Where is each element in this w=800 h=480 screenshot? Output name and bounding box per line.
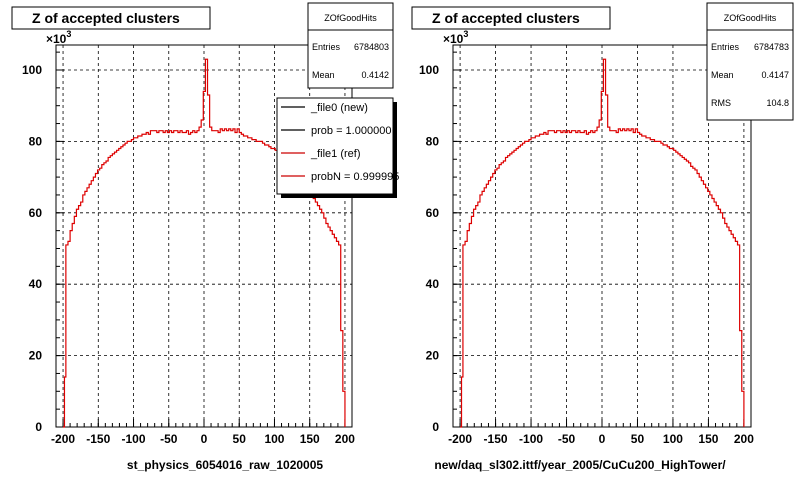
x-tick-label: 200 <box>335 432 355 446</box>
stats-row-value: 6784783 <box>754 42 789 52</box>
stats-row-label: Mean <box>312 70 335 80</box>
legend-box <box>276 97 394 195</box>
x-tick-label: -200 <box>448 432 472 446</box>
x-tick-label: -150 <box>484 432 508 446</box>
stats-name: ZOfGoodHits <box>324 13 377 23</box>
x-tick-label: 150 <box>300 432 320 446</box>
y-tick-label: 0 <box>35 420 42 434</box>
chart-title: Z of accepted clusters <box>432 10 580 26</box>
legend-entry: _file1 (ref) <box>310 148 361 160</box>
y-tick-label: 100 <box>419 63 439 77</box>
x-tick-label: 100 <box>264 432 284 446</box>
stats-name: ZOfGoodHits <box>724 13 777 23</box>
x-axis-title: new/daq_sl302.ittf/year_2005/CuCu200_Hig… <box>434 458 726 472</box>
y-exponent-base: ×10 <box>46 32 67 46</box>
chart-title: Z of accepted clusters <box>32 10 180 26</box>
y-exponent-label: ×103 <box>46 29 71 46</box>
y-tick-label: 100 <box>22 63 42 77</box>
stats-row-value: 6784803 <box>354 42 389 52</box>
y-tick-label: 20 <box>29 349 43 363</box>
x-tick-label: 100 <box>663 432 683 446</box>
x-tick-label: -150 <box>86 432 110 446</box>
legend-entry: probN = 0.999995 <box>311 171 399 183</box>
legend-entry: prob = 1.000000 <box>311 125 391 137</box>
y-exponent-power: 3 <box>463 29 468 39</box>
stats-box <box>307 2 394 89</box>
x-axis-title: st_physics_6054016_raw_1020005 <box>127 458 323 472</box>
title-box <box>11 6 211 30</box>
x-tick-label: 150 <box>698 432 718 446</box>
title-box <box>411 6 611 30</box>
y-tick-label: 0 <box>432 420 439 434</box>
y-tick-label: 80 <box>29 134 43 148</box>
stats-row-label: Mean <box>711 70 734 80</box>
stats-row-label: Entries <box>711 42 740 52</box>
x-tick-label: 50 <box>631 432 645 446</box>
right-histogram-panel: -200 -150 -100 -50 0 50 100 150 200 0 20 40 60 80 100 ×… <box>411 2 794 472</box>
left-histogram-panel: -200 -150 -100 -50 0 50 100 150 200 0 20 40 60 80 100 ×… <box>11 2 399 472</box>
y-tick-label: 60 <box>29 206 43 220</box>
x-tick-label: -100 <box>122 432 146 446</box>
y-tick-label: 60 <box>426 206 440 220</box>
x-tick-label: -50 <box>160 432 178 446</box>
stats-row-value: 0.4142 <box>361 70 389 80</box>
legend-entry: _file0 (new) <box>310 102 368 114</box>
histogram-series-0 <box>460 58 745 428</box>
x-tick-label: 0 <box>599 432 606 446</box>
x-tick-label: -100 <box>519 432 543 446</box>
stats-row-value: 0.4147 <box>761 70 789 80</box>
y-tick-label: 80 <box>426 134 440 148</box>
y-tick-label: 40 <box>29 277 43 291</box>
stats-row-value: 104.8 <box>766 98 789 108</box>
stats-row-label: RMS <box>711 98 731 108</box>
x-tick-label: -200 <box>51 432 75 446</box>
y-exponent-base: ×10 <box>443 32 464 46</box>
x-tick-label: -50 <box>558 432 576 446</box>
y-tick-label: 40 <box>426 277 440 291</box>
y-exponent-label: ×103 <box>443 29 468 46</box>
stats-box <box>706 2 794 121</box>
y-tick-label: 20 <box>426 349 440 363</box>
stats-row-label: Entries <box>312 42 341 52</box>
x-tick-label: 0 <box>201 432 208 446</box>
x-tick-label: 50 <box>233 432 247 446</box>
y-exponent-power: 3 <box>66 29 71 39</box>
x-tick-label: 200 <box>734 432 754 446</box>
